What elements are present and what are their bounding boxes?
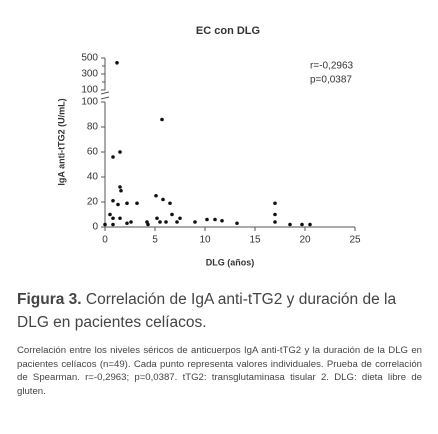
point [175, 220, 179, 224]
point [154, 193, 158, 198]
point [193, 220, 197, 224]
point [288, 222, 292, 227]
caption-text: Correlación entre los niveles séricos de… [17, 345, 422, 397]
caption-title: Figura 3. Correlación de IgA anti-tTG2 y… [17, 288, 422, 334]
point [235, 221, 239, 226]
point [146, 222, 150, 227]
point [300, 222, 304, 227]
point [103, 222, 107, 227]
point [178, 216, 182, 221]
point [118, 216, 122, 221]
x-tick-label: 10 [199, 235, 211, 246]
point [111, 222, 115, 227]
x-tick-label: 20 [299, 235, 311, 246]
y-tick-label: 80 [87, 122, 99, 133]
point [164, 220, 168, 224]
y-tick-label: 60 [87, 147, 99, 158]
point [118, 185, 122, 189]
point [118, 150, 122, 154]
x-tick-label: 5 [152, 235, 158, 246]
y-tick-label: 40 [87, 172, 99, 183]
y-tick-label: 0 [92, 222, 98, 233]
point [158, 220, 162, 224]
point [116, 202, 120, 207]
axis-break [100, 96, 110, 100]
point [111, 155, 115, 159]
point [125, 221, 129, 226]
point [205, 217, 209, 222]
point [129, 220, 133, 224]
point [135, 201, 139, 206]
x-tick-label: 25 [349, 235, 361, 246]
point [155, 216, 159, 221]
point [213, 217, 217, 222]
y-tick-label: 100 [81, 97, 98, 108]
point [125, 201, 129, 206]
figure-title: Correlación de IgA anti-tTG2 y duración … [17, 291, 397, 331]
caption: Figura 3. Correlación de IgA anti-tTG2 y… [17, 288, 422, 398]
chart: EC con DLG r=-0,2963 p=0,0387 DLG (años)… [56, 25, 361, 267]
y-tick-label: 100 [81, 85, 98, 96]
figure-label: Figura 3. [17, 291, 82, 308]
x-axis-label: DLG (años) [206, 257, 255, 267]
point [161, 197, 165, 202]
point [273, 201, 277, 206]
y-axis-label: IgA anti-tTG2 (U/mL) [56, 98, 66, 185]
point [170, 212, 174, 217]
point [220, 218, 224, 223]
y-tick-label: 300 [81, 69, 98, 80]
x-tick-label: 0 [102, 235, 108, 246]
point [111, 216, 115, 221]
point [119, 188, 123, 193]
point [273, 212, 277, 217]
point [111, 198, 115, 203]
annotation: p=0,0387 [310, 75, 352, 86]
point [308, 222, 312, 227]
point [108, 212, 112, 217]
y-tick-label: 20 [87, 197, 99, 208]
point [273, 220, 277, 224]
axis-break [100, 91, 110, 95]
x-tick-label: 15 [249, 235, 261, 246]
point [160, 117, 164, 122]
chart-title: EC con DLG [196, 25, 260, 37]
point [168, 201, 172, 206]
point [115, 61, 119, 65]
y-tick-label: 500 [81, 53, 98, 64]
annotation: r=-0,2963 [310, 61, 354, 72]
